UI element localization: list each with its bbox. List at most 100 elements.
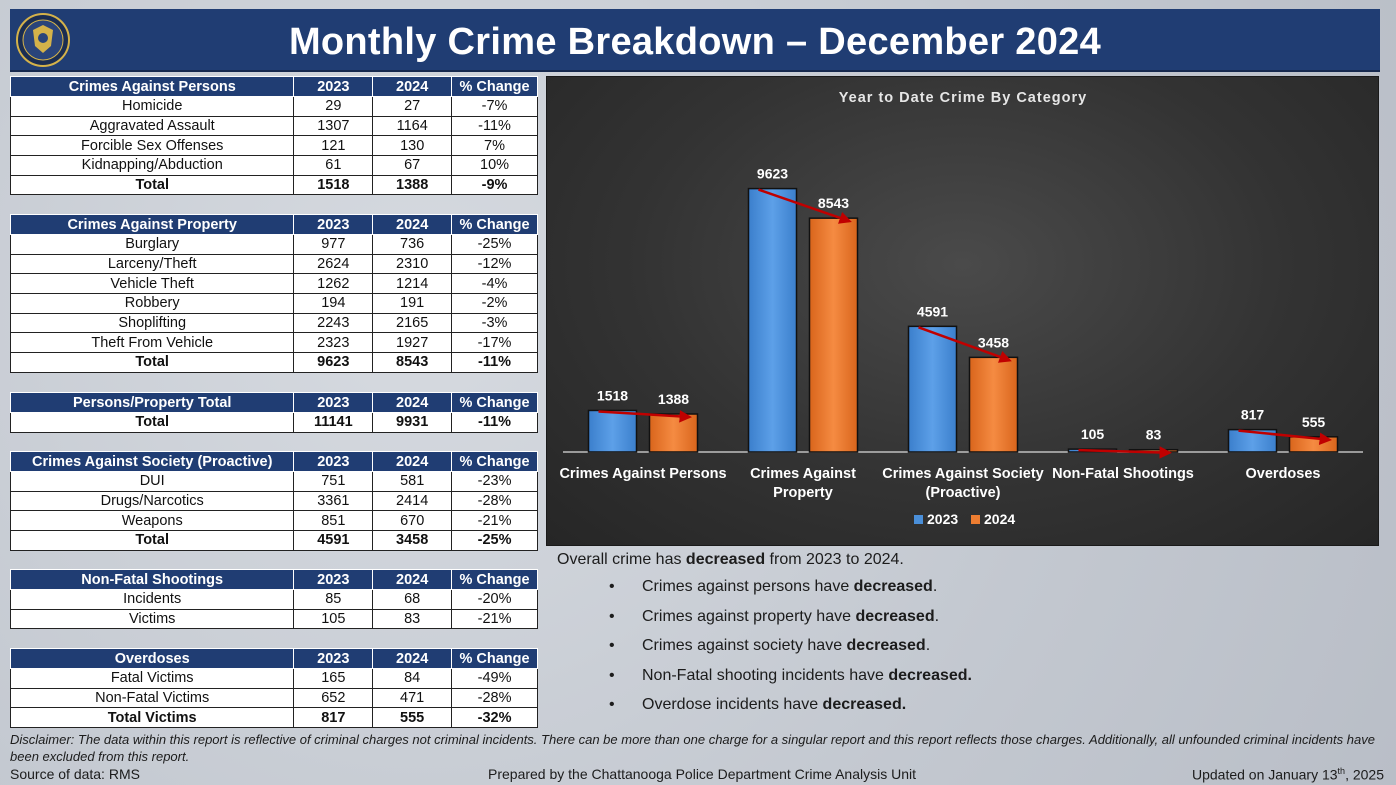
cell-value: 2310 bbox=[372, 253, 453, 275]
table-row: Theft From Vehicle 2323 1927 -17% bbox=[9, 332, 538, 354]
cell-value: -11% bbox=[451, 352, 538, 373]
table-row: Burglary 977 736 -25% bbox=[9, 234, 538, 255]
category-label: Property bbox=[773, 485, 833, 501]
row-label: Robbery bbox=[9, 293, 295, 314]
cell-value: 751 bbox=[293, 471, 374, 492]
category-label: (Proactive) bbox=[926, 485, 1001, 501]
summary-bullet: Crimes against persons have decreased. bbox=[609, 577, 1357, 607]
table-header-row: Non-Fatal Shootings 2023 2024% Change bbox=[9, 569, 538, 590]
data-label-2024: 555 bbox=[1302, 414, 1326, 430]
column-header: 2023 bbox=[293, 214, 374, 235]
total-row: Total 9623 8543 -11% bbox=[9, 352, 538, 373]
legend-label-2023: 2023 bbox=[927, 511, 958, 527]
data-source: Source of data: RMS bbox=[10, 766, 140, 782]
row-label: Kidnapping/Abduction bbox=[9, 155, 295, 176]
ytd-crime-chart: Year to Date Crime By Category 1518 1388 Cr… bbox=[546, 76, 1379, 546]
summary-section: Overall crime has decreased from 2023 to… bbox=[557, 551, 1357, 725]
data-label-2024: 1388 bbox=[658, 391, 689, 407]
bar-2024 bbox=[808, 217, 859, 453]
cell-value: 67 bbox=[372, 155, 453, 176]
cell-value: 652 bbox=[293, 687, 374, 709]
cell-value: 121 bbox=[293, 135, 374, 157]
data-label-2024: 8543 bbox=[818, 195, 849, 211]
total-row: Total 4591 3458 -25% bbox=[9, 530, 538, 551]
total-row: Total Victims 817 555 -32% bbox=[9, 707, 538, 729]
trend-arrow bbox=[1078, 446, 1172, 459]
table-row: Victims 105 83 -21% bbox=[9, 608, 538, 630]
cell-value: 84 bbox=[372, 668, 453, 689]
category-label: Crimes Against Persons bbox=[559, 466, 726, 482]
cell-value: -3% bbox=[451, 312, 538, 334]
row-label: Victims bbox=[9, 608, 295, 630]
data-label-2024: 83 bbox=[1146, 427, 1162, 443]
legend-label-2024: 2024 bbox=[984, 511, 1015, 527]
column-header: 2023 bbox=[293, 648, 374, 669]
cell-value: -28% bbox=[451, 687, 538, 709]
cell-value: 7% bbox=[451, 135, 538, 157]
table-crimes-against-persons: Crimes Against Persons 2023 2024% Change Ho… bbox=[9, 76, 538, 196]
trend-arrow bbox=[598, 410, 692, 423]
data-label-2023: 105 bbox=[1081, 426, 1105, 442]
column-header: % Change bbox=[451, 569, 538, 590]
table-row: Forcible Sex Offenses 121 130 7% bbox=[9, 135, 538, 157]
summary-bullet: Crimes against property have decreased. bbox=[609, 607, 1357, 637]
row-label: Vehicle Theft bbox=[9, 273, 295, 295]
column-header: 2024 bbox=[372, 451, 453, 472]
table-row: Incidents 85 68 -20% bbox=[9, 589, 538, 610]
table-overdoses: Overdoses 2023 2024% Change Fatal Victims 16… bbox=[9, 648, 538, 729]
cell-value: 1164 bbox=[372, 115, 453, 137]
cell-value: -4% bbox=[451, 273, 538, 295]
total-row: Total 1518 1388 -9% bbox=[9, 174, 538, 196]
column-header: 2024 bbox=[372, 392, 453, 413]
cell-value: 1307 bbox=[293, 115, 374, 137]
column-header: 2024 bbox=[372, 648, 453, 669]
summary-bullet: Non-Fatal shooting incidents have decrea… bbox=[609, 666, 1357, 696]
cell-value: 977 bbox=[293, 234, 374, 255]
updated-date: Updated on January 13th, 2025 bbox=[1191, 766, 1384, 783]
chart-title: Year to Date Crime By Category bbox=[839, 90, 1087, 106]
table-row: DUI 751 581 -23% bbox=[9, 471, 538, 492]
row-label: Incidents bbox=[9, 589, 295, 610]
bar-2024 bbox=[648, 413, 699, 453]
table-title: Persons/Property Total bbox=[9, 392, 295, 413]
row-label: Total bbox=[9, 352, 295, 373]
row-label: Forcible Sex Offenses bbox=[9, 135, 295, 157]
bar-2023 bbox=[747, 187, 798, 453]
table-row: Non-Fatal Victims 652 471 -28% bbox=[9, 687, 538, 709]
row-label: Fatal Victims bbox=[9, 668, 295, 689]
row-label: DUI bbox=[9, 471, 295, 492]
column-header: 2024 bbox=[372, 569, 453, 590]
cell-value: 8543 bbox=[372, 352, 453, 373]
category-label: Crimes Against Society bbox=[882, 466, 1043, 482]
cell-value: 1388 bbox=[372, 174, 453, 196]
cell-value: 27 bbox=[372, 96, 453, 117]
cell-value: -49% bbox=[451, 668, 538, 689]
table-row: Weapons 851 670 -21% bbox=[9, 510, 538, 532]
summary-bullet: Overdose incidents have decreased. bbox=[609, 695, 1357, 725]
column-header: 2023 bbox=[293, 76, 374, 97]
category-label: Non-Fatal Shootings bbox=[1052, 466, 1194, 482]
data-label-2023: 9623 bbox=[757, 166, 788, 182]
cell-value: 83 bbox=[372, 608, 453, 630]
summary-lead: Overall crime has decreased from 2023 to… bbox=[557, 551, 904, 568]
row-label: Total Victims bbox=[9, 707, 295, 729]
category-label: Overdoses bbox=[1246, 466, 1321, 482]
cell-value: -11% bbox=[451, 412, 538, 433]
table-row: Drugs/Narcotics 3361 2414 -28% bbox=[9, 490, 538, 512]
row-label: Larceny/Theft bbox=[9, 253, 295, 275]
column-header: % Change bbox=[451, 451, 538, 472]
cell-value: 2624 bbox=[293, 253, 374, 275]
table-row: Homicide 29 27 -7% bbox=[9, 96, 538, 117]
bar-2023 bbox=[907, 325, 958, 453]
trend-arrow bbox=[1238, 429, 1332, 446]
table-header-row: Crimes Against Property 2023 2024% Change bbox=[9, 214, 538, 235]
category-label: Crimes Against bbox=[750, 466, 856, 482]
table-non-fatal-shootings: Non-Fatal Shootings 2023 2024% Change Incid… bbox=[9, 569, 538, 630]
cell-value: -25% bbox=[451, 530, 538, 551]
trend-arrow bbox=[758, 188, 852, 224]
data-label-2024: 3458 bbox=[978, 334, 1009, 350]
data-label-2023: 4591 bbox=[917, 303, 948, 319]
cell-value: 9931 bbox=[372, 412, 453, 433]
table-row: Robbery 194 191 -2% bbox=[9, 293, 538, 314]
column-header: % Change bbox=[451, 214, 538, 235]
